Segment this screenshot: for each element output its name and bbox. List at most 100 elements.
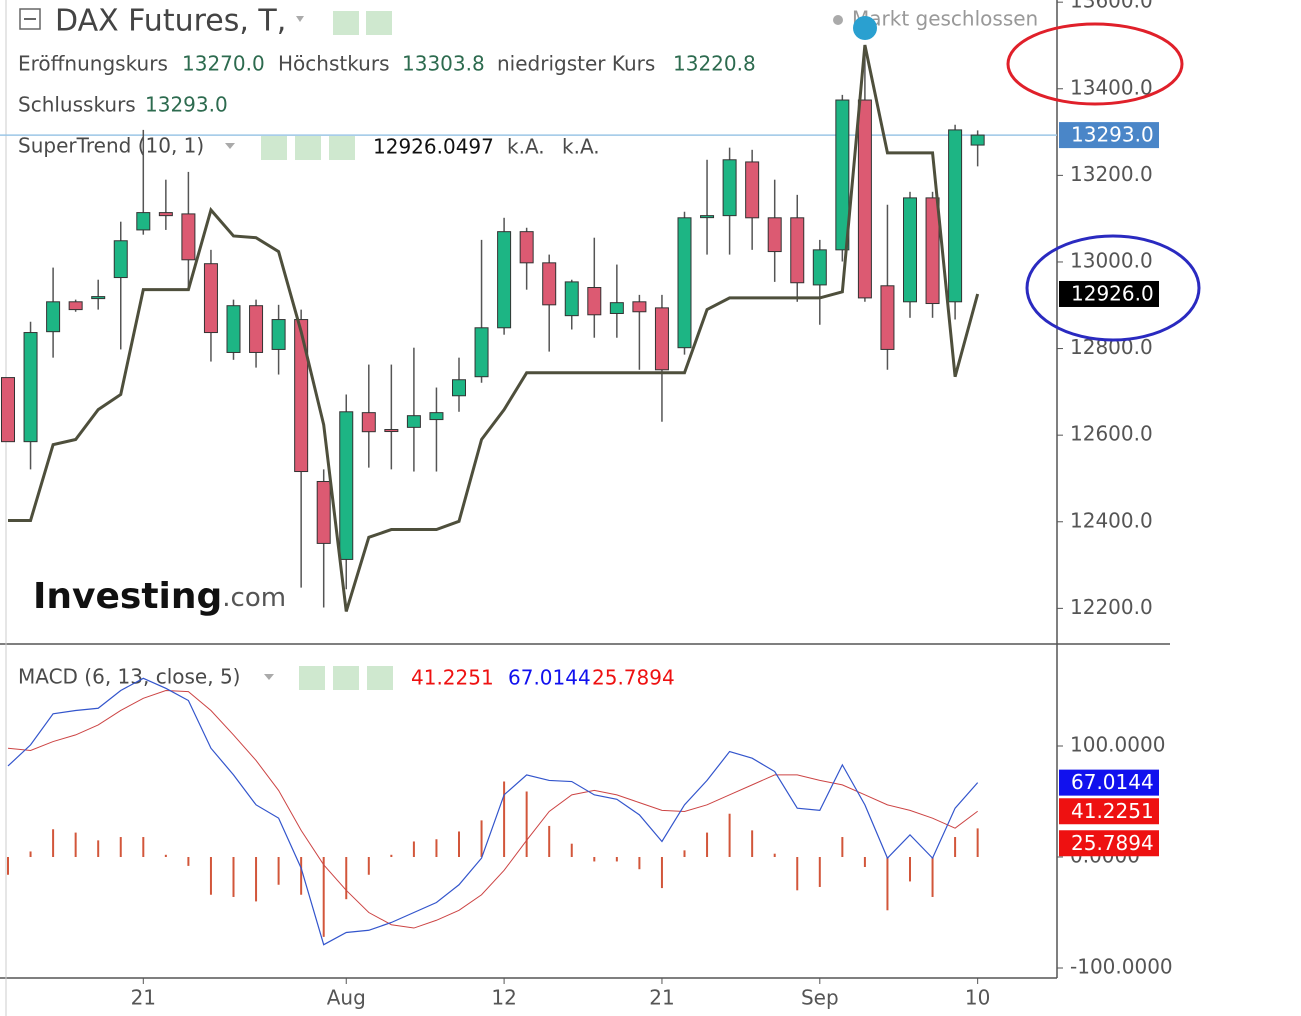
- candle-body: [790, 217, 805, 284]
- price-badge: [1059, 122, 1159, 149]
- candle-body: [564, 281, 579, 317]
- candle-body: [406, 415, 421, 428]
- candle-body: [113, 240, 128, 279]
- candle-body: [452, 379, 466, 397]
- price-badge-label: 13293.0: [1071, 123, 1154, 147]
- plot: 12200.012400.012600.012800.013000.013200…: [0, 0, 1173, 1010]
- price-badge: [1059, 798, 1159, 825]
- candle-body: [181, 213, 196, 261]
- watermark: Investing.com: [33, 576, 286, 617]
- dropdown-arrow[interactable]: [264, 674, 274, 680]
- annotation-circle: [1006, 22, 1184, 106]
- candle-body: [835, 99, 850, 251]
- candle-body: [880, 285, 895, 350]
- indicator-value: k.A.: [562, 135, 600, 159]
- candle-body: [226, 305, 241, 353]
- settings-button[interactable]: [366, 11, 392, 35]
- price-badge-label: 67.0144: [1071, 770, 1154, 794]
- y-tick-label: 13000.0: [1070, 248, 1153, 272]
- ohlc-label: Schlusskurs: [18, 93, 136, 117]
- collapse-box[interactable]: [19, 8, 41, 30]
- candle-body: [429, 412, 444, 421]
- candle-body: [925, 197, 940, 305]
- candle-body: [294, 319, 309, 473]
- indicator-value: 25.7894: [592, 666, 675, 690]
- candle-body: [271, 319, 286, 350]
- candle-body: [654, 307, 669, 371]
- remove-button[interactable]: [329, 136, 355, 160]
- y-tick-label: 12200.0: [1070, 595, 1153, 619]
- macd-line: [7, 677, 979, 946]
- candle-body: [745, 161, 760, 219]
- candle-body: [903, 197, 917, 303]
- candle-body: [203, 263, 218, 334]
- x-tick-label: 10: [965, 986, 990, 1010]
- ohlc-label: Höchstkurs: [278, 52, 390, 76]
- ohlc-value: 13303.8: [402, 52, 485, 76]
- indicator-name: SuperTrend (10, 1): [18, 134, 204, 158]
- x-tick-label: 21: [649, 986, 674, 1010]
- y-tick-label: 12400.0: [1070, 508, 1153, 532]
- candle-body: [91, 296, 106, 300]
- candle-body: [609, 302, 624, 314]
- candle-body: [497, 231, 512, 329]
- price-badge: [1059, 280, 1159, 307]
- y-tick-label: 13200.0: [1070, 162, 1153, 186]
- ohlc-value: 13220.8: [673, 52, 756, 76]
- candle-body: [384, 429, 399, 433]
- y-tick-label: 13400.0: [1070, 75, 1153, 99]
- watermark-brand: Investing: [33, 576, 222, 617]
- eye-button[interactable]: [261, 136, 287, 160]
- candle-body: [316, 480, 331, 544]
- settings-button[interactable]: [295, 136, 321, 160]
- annotation-circle: [1025, 234, 1201, 342]
- indicator-name: MACD (6, 13, close, 5): [18, 665, 240, 689]
- candle-body: [700, 215, 715, 219]
- eye-button[interactable]: [333, 11, 359, 35]
- y-tick-label: 12600.0: [1070, 422, 1153, 446]
- candle-body: [68, 301, 83, 311]
- price-badge-label: 41.2251: [1071, 799, 1154, 823]
- price-badge: [1059, 769, 1159, 796]
- candle-body: [339, 411, 354, 560]
- candle-body: [948, 129, 963, 303]
- indicator-value: k.A.: [507, 135, 545, 159]
- candle-body: [1, 377, 15, 443]
- supertrend-line: [8, 44, 980, 612]
- candle-body: [361, 412, 376, 433]
- watermark-suffix: .com: [222, 583, 286, 613]
- candle-body: [970, 134, 985, 146]
- price-badge-label: 25.7894: [1071, 831, 1154, 855]
- candle-body: [136, 212, 151, 231]
- dropdown-arrow[interactable]: [296, 16, 304, 22]
- y-tick-label: 13600.0: [1070, 0, 1153, 13]
- ohlc-value: 13293.0: [145, 93, 228, 117]
- indicator-value: 67.0144: [508, 666, 591, 690]
- candle-body: [767, 217, 782, 253]
- x-tick-label: Sep: [801, 986, 839, 1010]
- y-tick-label: -100.0000: [1070, 955, 1173, 979]
- remove-button[interactable]: [367, 666, 393, 690]
- candle-body: [542, 262, 557, 306]
- candle-body: [812, 249, 827, 286]
- candle-body: [587, 287, 602, 316]
- y-tick-label: 100.0000: [1070, 733, 1165, 757]
- indicator-value: 41.2251: [411, 666, 494, 690]
- price-badge: [1059, 830, 1159, 857]
- indicator-value: 12926.0497: [373, 135, 494, 159]
- candle-body: [249, 305, 264, 353]
- candle-body: [857, 99, 872, 299]
- market-status: Markt geschlossen: [852, 7, 1038, 31]
- settings-button[interactable]: [333, 666, 359, 690]
- candle-body: [46, 301, 61, 333]
- candle-body: [474, 327, 489, 378]
- candle-body: [23, 332, 38, 443]
- candle-body: [632, 301, 647, 313]
- x-tick-label: 12: [491, 986, 516, 1010]
- ohlc-label: Eröffnungskurs: [18, 52, 168, 76]
- dropdown-arrow[interactable]: [225, 143, 235, 149]
- eye-button[interactable]: [299, 666, 325, 690]
- x-tick-label: 21: [131, 986, 156, 1010]
- event-marker[interactable]: [853, 16, 877, 40]
